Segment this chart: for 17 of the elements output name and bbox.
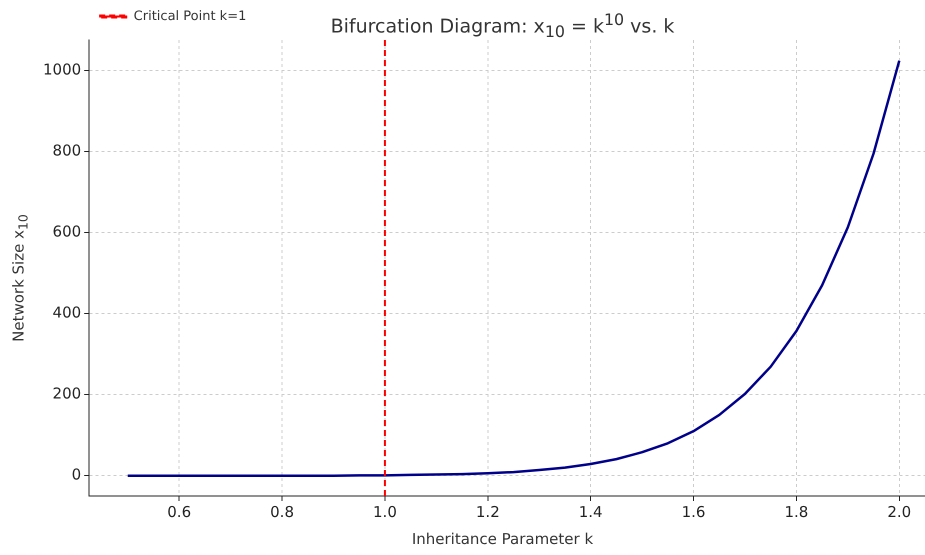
x-tick-label: 0.8 <box>270 502 294 521</box>
y-tick-label: 600 <box>52 222 82 240</box>
x-tick-label: 1.0 <box>373 502 397 521</box>
y-tick-label: 800 <box>52 141 82 160</box>
legend-label: Critical Point k=1 <box>134 8 246 24</box>
chart-title: Bifurcation Diagram: x$_{10}$ = k$^{10}$ vs. k <box>330 10 674 42</box>
y-tick-label: 1000 <box>42 60 82 78</box>
x-tick-label: 1.6 <box>682 502 706 521</box>
x-tick-label: 0.6 <box>167 502 192 521</box>
y-tick-label: 0 <box>72 466 82 484</box>
x-tick-label: 1.4 <box>578 502 603 521</box>
y-tick-label: 400 <box>52 303 82 322</box>
x-tick-label: 1.8 <box>784 502 808 521</box>
x-tick-label: 1.2 <box>476 502 500 521</box>
x-axis-title: Inheritance Parameter k <box>410 530 594 548</box>
x-tick-label: 2.0 <box>887 502 912 521</box>
y-tick-label: 200 <box>52 384 82 403</box>
